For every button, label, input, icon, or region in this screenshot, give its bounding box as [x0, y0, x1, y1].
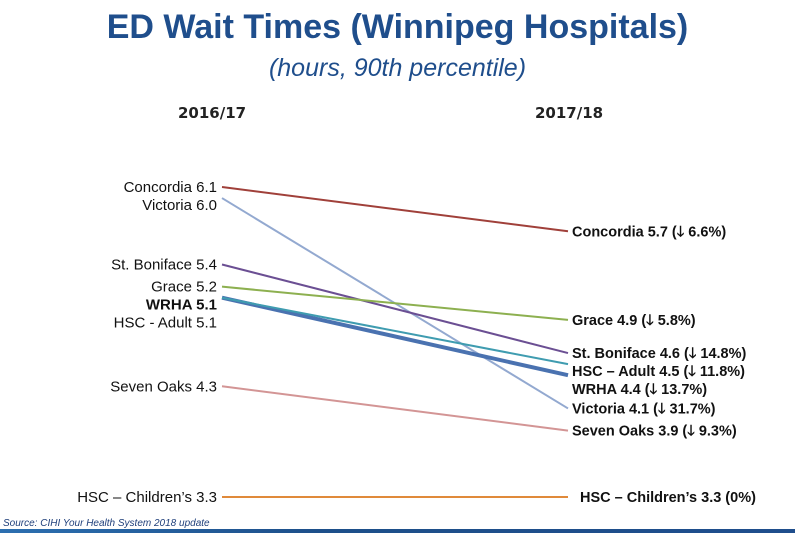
left-label-hsc-adult: HSC - Adult 5.1 [114, 315, 217, 332]
chart-subtitle: (hours, 90th percentile) [268, 54, 527, 82]
column-header-2017-18: 2017/18 [535, 104, 604, 122]
series-line-wrha [221, 295, 569, 378]
left-label-hsc-children-s: HSC – Children’s 3.3 [77, 489, 217, 506]
right-label-victoria: Victoria 4.1 (🡓 31.7%) [572, 401, 716, 417]
right-label-wrha: WRHA 4.4 (🡓 13.7%) [572, 382, 707, 398]
series-line-st-boniface [221, 263, 569, 355]
footer-bar [0, 529, 795, 533]
left-label-concordia: Concordia 6.1 [124, 179, 217, 196]
right-label-seven-oaks: Seven Oaks 3.9 (🡓 9.3%) [572, 424, 737, 440]
left-label-victoria: Victoria 6.0 [142, 197, 217, 214]
left-label-grace: Grace 5.2 [151, 279, 217, 296]
right-label-concordia: Concordia 5.7 (🡓 6.6%) [572, 224, 726, 240]
right-label-grace: Grace 4.9 (🡓 5.8%) [572, 313, 696, 329]
series-line-grace [221, 285, 569, 321]
series-line-hsc-adult [221, 296, 569, 366]
series-line-seven-oaks [221, 385, 569, 432]
column-header-2016-17: 2016/17 [178, 104, 247, 122]
right-label-st-boniface: St. Boniface 4.6 (🡓 14.8%) [572, 346, 747, 362]
left-label-st-boniface: St. Boniface 5.4 [111, 257, 217, 274]
right-label-hsc-adult: HSC – Adult 4.5 (🡓 11.8%) [572, 364, 745, 380]
chart-title: ED Wait Times (Winnipeg Hospitals) [106, 8, 689, 46]
source-note: Source: CIHI Your Health System 2018 upd… [3, 518, 210, 529]
left-label-seven-oaks: Seven Oaks 4.3 [110, 378, 217, 395]
right-label-hsc-children-s: HSC – Children’s 3.3 (0%) [580, 490, 756, 506]
left-label-wrha: WRHA 5.1 [146, 297, 217, 314]
series-line-concordia [221, 186, 569, 233]
